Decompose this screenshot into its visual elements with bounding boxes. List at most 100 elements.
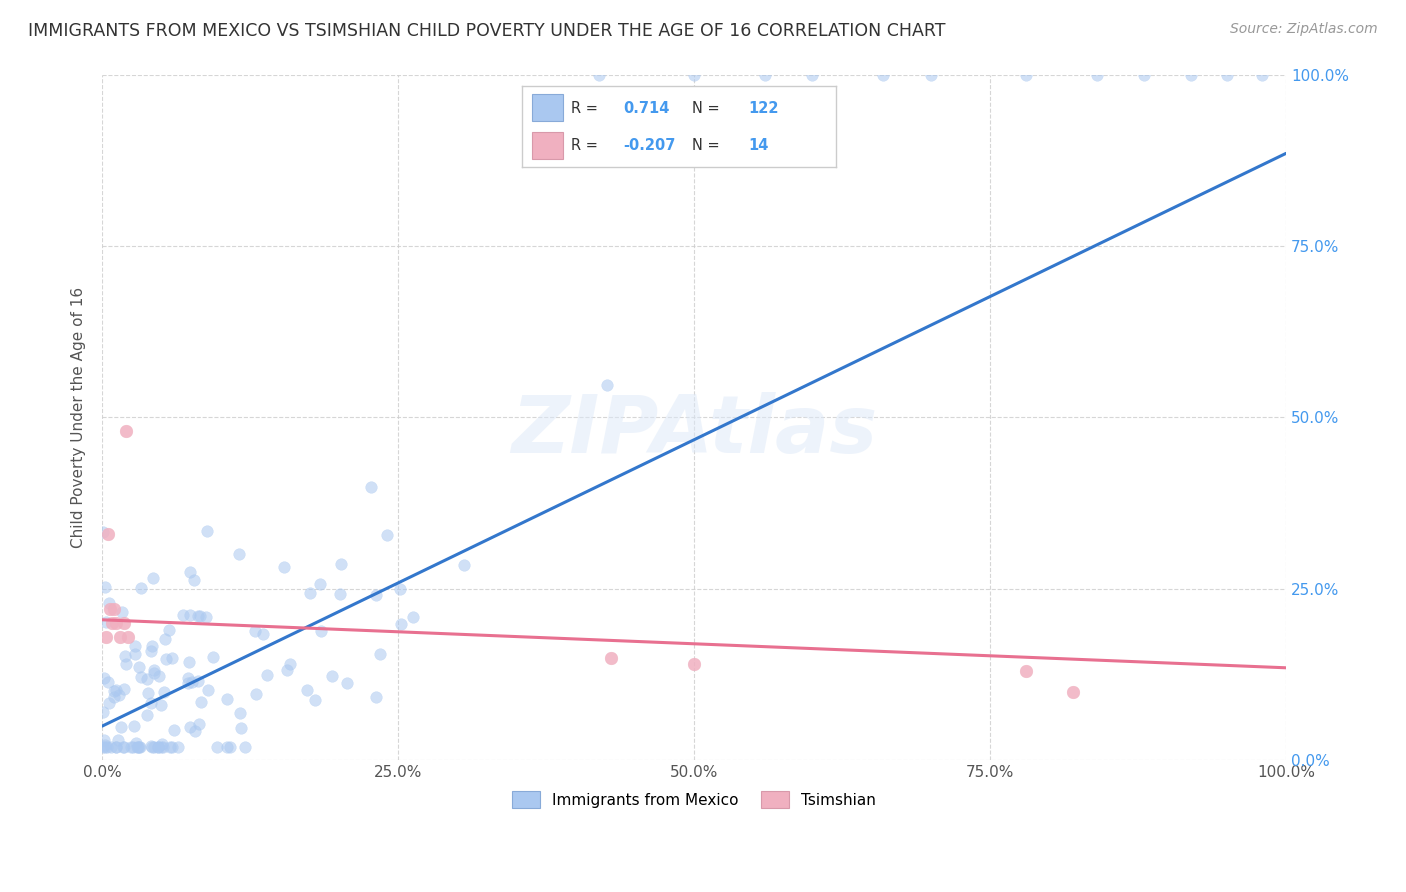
Point [256, 667, 278, 681]
Point [136, 672, 159, 686]
Point [1216, 68, 1239, 82]
Point [107, 733, 129, 747]
Point [1062, 685, 1084, 699]
Point [112, 616, 135, 631]
Point [100, 739, 122, 754]
Point [187, 674, 209, 689]
Point [187, 608, 209, 623]
Point [141, 739, 163, 754]
Point [94, 580, 117, 594]
Point [127, 739, 149, 754]
Point [229, 721, 252, 735]
Point [595, 377, 617, 392]
Point [117, 630, 139, 644]
Point [115, 424, 138, 438]
Point [217, 692, 239, 706]
Point [330, 557, 353, 571]
Point [157, 623, 180, 637]
Point [329, 586, 352, 600]
Point [115, 657, 138, 671]
Point [152, 739, 174, 754]
Point [273, 559, 295, 574]
Point [588, 68, 610, 82]
Point [179, 608, 201, 623]
Point [1251, 68, 1274, 82]
Point [142, 571, 165, 585]
Point [94, 738, 117, 752]
Point [93, 671, 115, 685]
Point [153, 685, 176, 699]
Point [336, 675, 359, 690]
Point [93, 733, 115, 747]
Point [195, 524, 218, 538]
Point [278, 657, 301, 671]
Point [190, 694, 212, 708]
Point [104, 739, 127, 754]
Point [122, 739, 145, 754]
Point [93, 739, 115, 754]
Point [146, 739, 169, 754]
Point [1014, 664, 1036, 678]
Point [180, 675, 202, 690]
Point [139, 644, 162, 658]
Point [205, 739, 228, 754]
Point [104, 739, 127, 754]
Point [321, 669, 343, 683]
Point [128, 739, 150, 754]
Point [97, 527, 120, 541]
Point [146, 739, 169, 754]
Point [122, 719, 145, 733]
Text: IMMIGRANTS FROM MEXICO VS TSIMSHIAN CHILD POVERTY UNDER THE AGE OF 16 CORRELATIO: IMMIGRANTS FROM MEXICO VS TSIMSHIAN CHIL… [28, 22, 946, 40]
Point [218, 739, 240, 754]
Point [162, 651, 184, 665]
Point [111, 739, 134, 754]
Point [295, 683, 318, 698]
Point [183, 573, 205, 587]
Point [389, 582, 412, 596]
Point [360, 480, 382, 494]
Point [172, 607, 194, 622]
Point [155, 652, 177, 666]
Point [177, 676, 200, 690]
Point [139, 696, 162, 710]
Point [93, 524, 115, 539]
Point [1133, 68, 1156, 82]
Point [163, 723, 186, 738]
Point [217, 739, 239, 754]
Point [94, 630, 117, 644]
Point [128, 739, 150, 754]
Point [453, 558, 475, 573]
Point [872, 68, 894, 82]
Point [1180, 68, 1202, 82]
Point [160, 739, 183, 754]
Point [112, 739, 135, 754]
Point [179, 565, 201, 579]
Point [141, 640, 163, 654]
Point [159, 739, 181, 754]
Point [229, 706, 252, 720]
Legend: Immigrants from Mexico, Tsimshian: Immigrants from Mexico, Tsimshian [506, 785, 882, 814]
Point [683, 657, 706, 672]
Point [541, 150, 564, 164]
Point [149, 698, 172, 713]
Point [100, 616, 122, 631]
Point [167, 739, 190, 754]
Point [228, 547, 250, 561]
Point [184, 724, 207, 739]
Point [94, 615, 117, 630]
Point [304, 693, 326, 707]
Text: Source: ZipAtlas.com: Source: ZipAtlas.com [1230, 22, 1378, 37]
Point [139, 739, 162, 753]
Point [148, 669, 170, 683]
Point [1085, 68, 1108, 82]
Point [105, 683, 128, 698]
Point [368, 647, 391, 661]
Point [98, 696, 121, 710]
Point [801, 68, 824, 82]
Point [120, 739, 142, 754]
Point [110, 720, 132, 734]
Point [245, 687, 267, 701]
Point [194, 610, 217, 624]
Point [128, 660, 150, 674]
Point [366, 690, 388, 705]
